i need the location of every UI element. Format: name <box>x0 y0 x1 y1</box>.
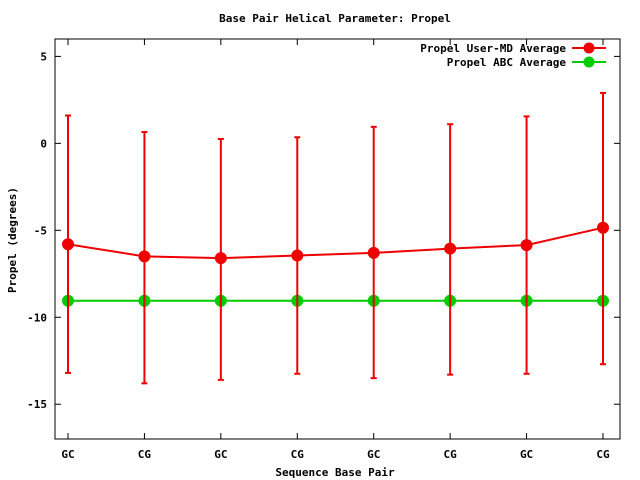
x-axis: GC CG GC CG GC CG GC CG <box>61 39 610 461</box>
chart-title: Base Pair Helical Parameter: Propel <box>219 12 451 25</box>
data-point <box>520 239 533 252</box>
data-point <box>367 246 380 259</box>
x-tick-label: CG <box>596 448 610 461</box>
legend-label: Propel ABC Average <box>447 56 567 69</box>
x-tick-label: GC <box>61 448 74 461</box>
x-tick-label: CG <box>138 448 152 461</box>
x-tick-label: CG <box>291 448 305 461</box>
series-layer <box>62 91 609 385</box>
plot-frame <box>54 38 621 440</box>
y-axis: 5 0 -5 -10 -15 <box>27 50 620 411</box>
data-point <box>214 252 227 265</box>
x-tick-label: GC <box>520 448 533 461</box>
data-point <box>62 238 74 251</box>
y-tick-label: -5 <box>34 224 47 237</box>
x-tick-label: GC <box>367 448 380 461</box>
y-axis-label: Propel (degrees) <box>6 187 19 293</box>
x-axis-label: Sequence Base Pair <box>275 466 395 479</box>
legend-marker <box>583 56 595 68</box>
y-tick-label: 0 <box>40 137 47 150</box>
series-1 <box>62 294 609 307</box>
series-0 <box>62 91 609 385</box>
data-point <box>291 249 304 262</box>
x-tick-label: CG <box>444 448 458 461</box>
legend-label: Propel User-MD Average <box>420 42 566 55</box>
data-point <box>444 242 457 255</box>
x-tick-label: GC <box>214 448 227 461</box>
y-tick-label: -10 <box>27 311 47 324</box>
y-tick-label: -15 <box>27 398 47 411</box>
y-tick-label: 5 <box>40 50 47 63</box>
legend-marker <box>583 42 595 54</box>
series-line <box>67 226 604 260</box>
data-point <box>597 221 609 234</box>
data-point <box>138 250 151 263</box>
